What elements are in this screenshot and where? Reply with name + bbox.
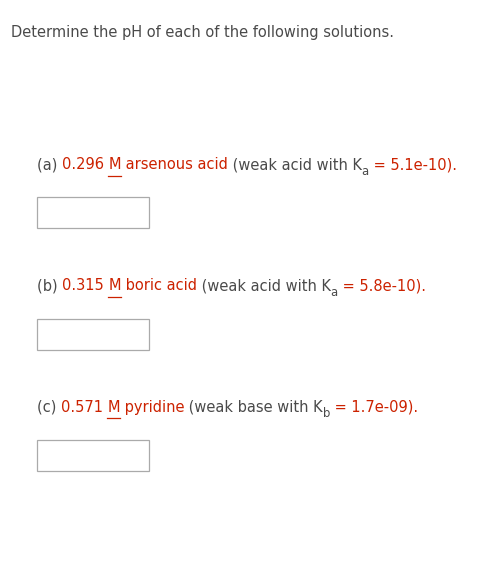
Text: M: M xyxy=(108,157,121,172)
Text: = 1.7e-09).: = 1.7e-09). xyxy=(330,400,418,415)
FancyBboxPatch shape xyxy=(37,197,149,228)
Text: arsenous acid: arsenous acid xyxy=(121,157,227,172)
Text: = 5.8e-10).: = 5.8e-10). xyxy=(338,279,426,293)
Text: 0.571: 0.571 xyxy=(60,400,107,415)
Text: Determine the pH of each of the following solutions.: Determine the pH of each of the followin… xyxy=(11,25,393,41)
Text: M: M xyxy=(107,400,120,415)
FancyBboxPatch shape xyxy=(37,319,149,350)
Text: (c): (c) xyxy=(37,400,60,415)
Text: 0.296: 0.296 xyxy=(61,157,108,172)
Text: (b): (b) xyxy=(37,279,62,293)
Text: boric acid: boric acid xyxy=(121,279,197,293)
Text: (weak acid with K: (weak acid with K xyxy=(197,279,331,293)
Text: (weak base with K: (weak base with K xyxy=(184,400,323,415)
FancyBboxPatch shape xyxy=(37,440,149,471)
Text: = 5.1e-10).: = 5.1e-10). xyxy=(369,157,457,172)
Text: (a): (a) xyxy=(37,157,61,172)
Text: pyridine: pyridine xyxy=(120,400,184,415)
Text: b: b xyxy=(323,407,330,420)
Text: 0.315: 0.315 xyxy=(62,279,108,293)
Text: a: a xyxy=(361,165,369,178)
Text: M: M xyxy=(108,279,121,293)
Text: a: a xyxy=(331,286,338,299)
Text: (weak acid with K: (weak acid with K xyxy=(227,157,361,172)
